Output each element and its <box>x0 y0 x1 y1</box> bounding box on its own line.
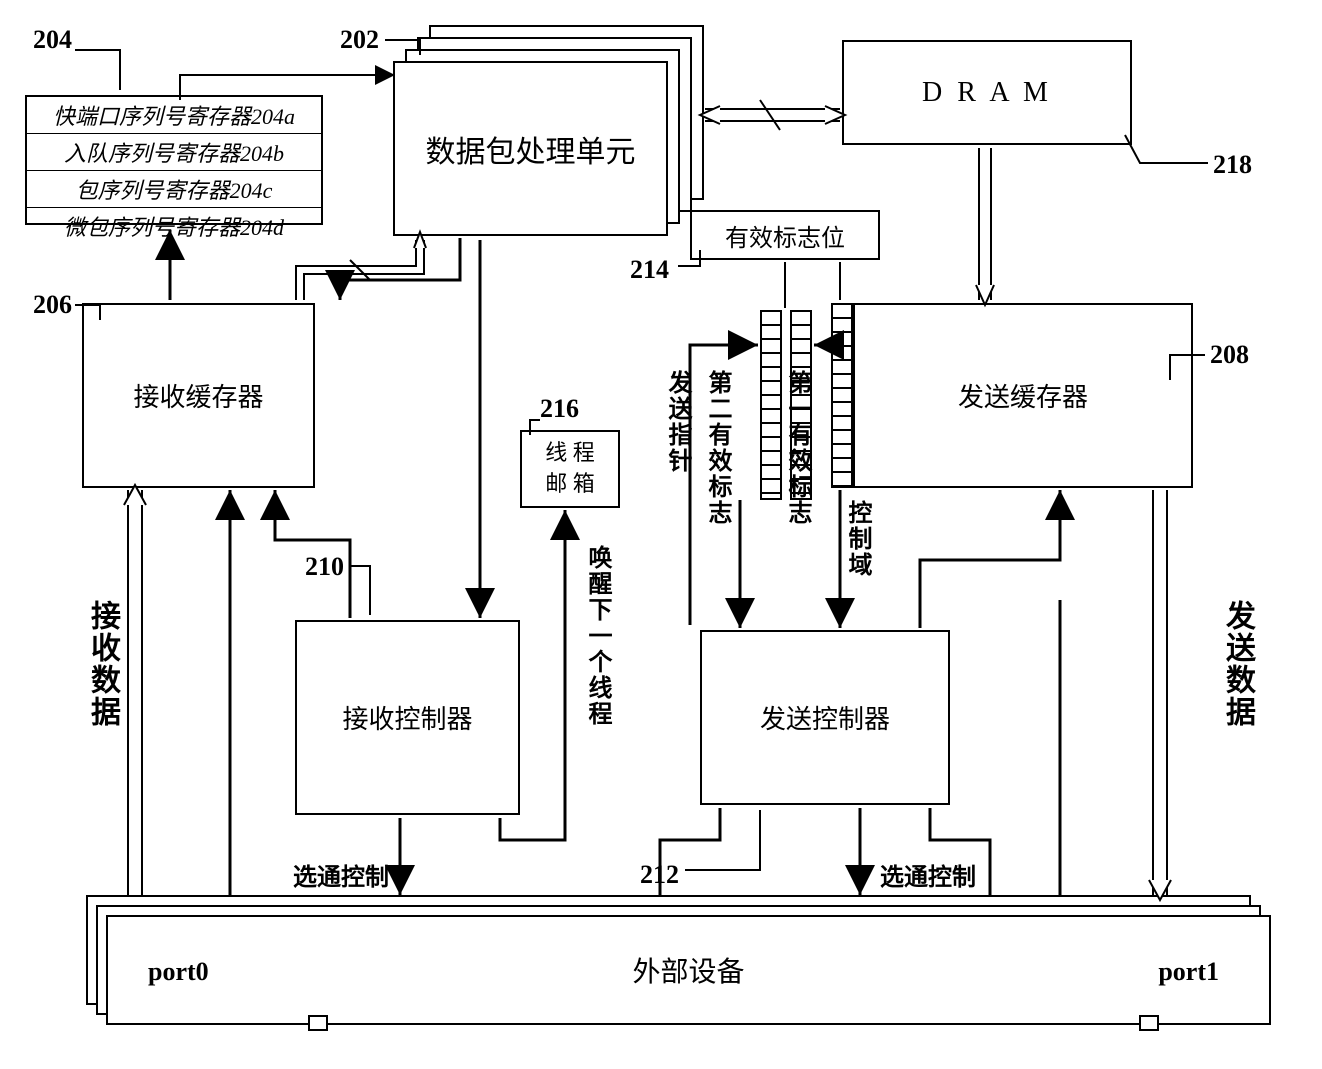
ref-206: 206 <box>33 290 72 320</box>
ref-202: 202 <box>340 25 379 55</box>
send-buf-label: 发送缓存器 <box>958 377 1088 414</box>
reg-204d: 微包序列号寄存器204d <box>27 208 321 244</box>
port0-notch <box>308 1015 328 1031</box>
recv-data-label: 接收数据 <box>80 600 124 728</box>
port1-label: port1 <box>1158 957 1219 987</box>
dram-label: D R A M <box>922 77 1052 109</box>
send-ctrl-label: 发送控制器 <box>760 699 890 736</box>
send-ptr-label: 发送指针 <box>660 370 695 474</box>
send-data-label: 发送数据 <box>1215 600 1259 728</box>
dram-block: D R A M <box>842 40 1132 145</box>
recv-buf-label: 接收缓存器 <box>133 377 263 414</box>
recv-buffer: 接收缓存器 <box>82 303 315 488</box>
valid-flag-label: 有效标志位 <box>725 218 845 253</box>
packet-proc-label: 数据包处理单元 <box>426 127 636 171</box>
valid-flag-box: 有效标志位 <box>690 210 880 260</box>
send-controller: 发送控制器 <box>700 630 950 805</box>
thread-mailbox-l1: 线 程 <box>545 438 595 469</box>
gate-ctrl-left: 选通控制 <box>293 857 389 892</box>
reg-204b: 入队序列号寄存器204b <box>27 134 321 171</box>
ref-218: 218 <box>1213 150 1252 180</box>
reg-204c: 包序列号寄存器204c <box>27 171 321 208</box>
reg-204a: 快端口序列号寄存器204a <box>27 97 321 134</box>
thread-mailbox-l2: 邮 箱 <box>545 469 595 500</box>
ref-214: 214 <box>630 255 669 285</box>
recv-ctrl-label: 接收控制器 <box>342 699 472 736</box>
send-buffer: 发送缓存器 <box>853 303 1193 488</box>
thread-mailbox: 线 程 邮 箱 <box>520 430 620 508</box>
ref-204: 204 <box>33 25 72 55</box>
ref-210: 210 <box>305 552 344 582</box>
recv-controller: 接收控制器 <box>295 620 520 815</box>
ctrl-domain-label: 控制域 <box>840 500 875 578</box>
ext-device-label: 外部设备 <box>632 950 744 990</box>
ref-216: 216 <box>540 394 579 424</box>
striped-col-3 <box>831 303 853 488</box>
register-block: 快端口序列号寄存器204a 入队序列号寄存器204b 包序列号寄存器204c 微… <box>25 95 323 225</box>
gate-ctrl-right: 选通控制 <box>880 857 976 892</box>
ref-208: 208 <box>1210 340 1249 370</box>
first-valid-label: 第一有效标志 <box>780 370 815 526</box>
wake-next-label: 唤醒下一个线程 <box>580 545 615 727</box>
port1-notch <box>1139 1015 1159 1031</box>
ref-212: 212 <box>640 860 679 890</box>
port0-label: port0 <box>148 957 209 987</box>
second-valid-label: 第二有效标志 <box>700 370 735 526</box>
striped-col-1 <box>760 310 782 500</box>
